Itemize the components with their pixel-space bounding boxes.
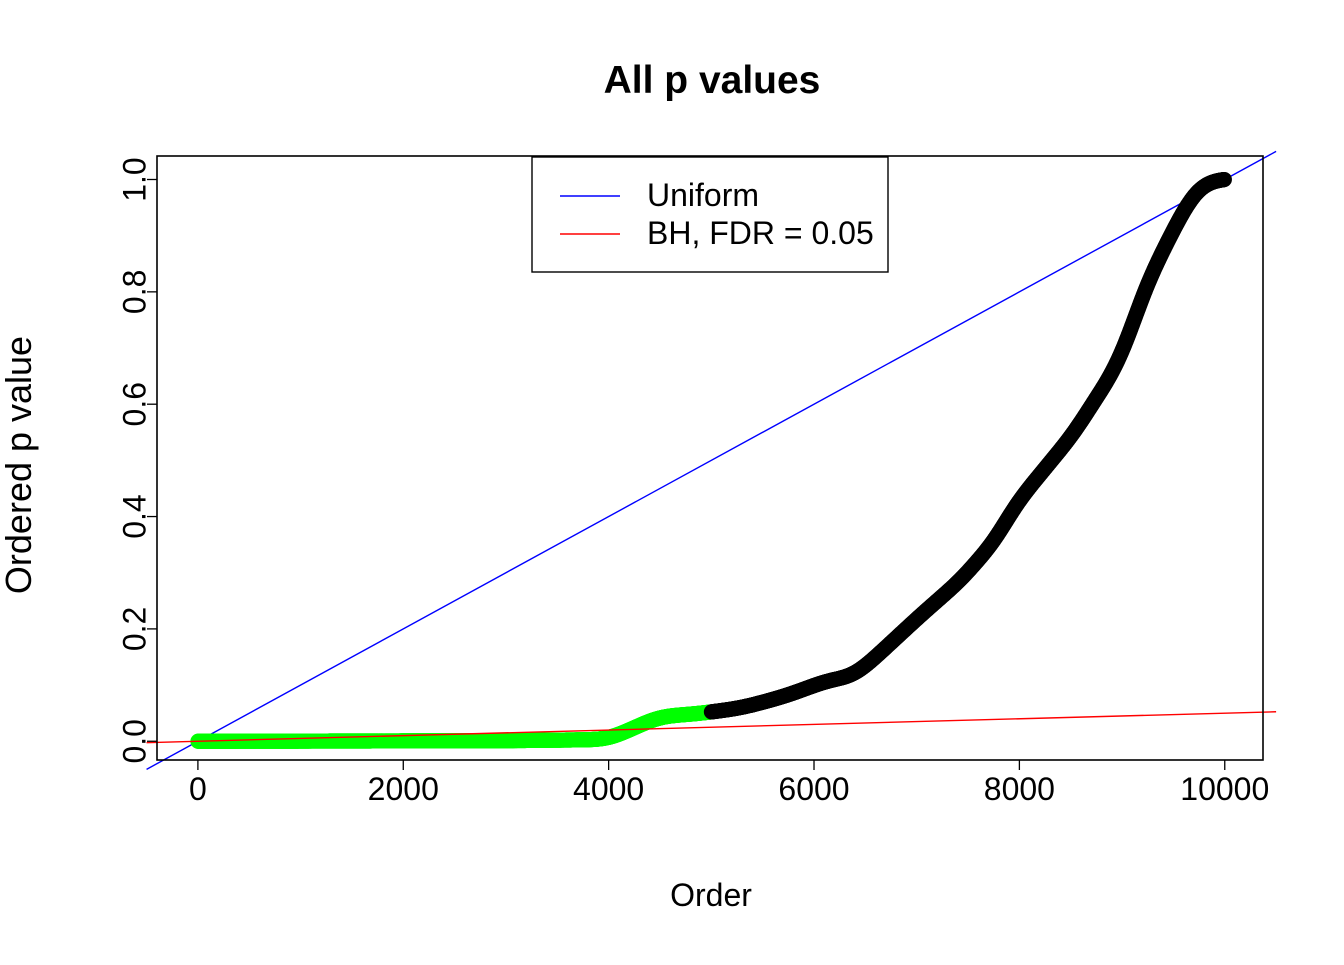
svg-text:0.8: 0.8 <box>116 270 152 314</box>
svg-text:All p values: All p values <box>604 59 821 102</box>
svg-text:0.2: 0.2 <box>116 607 152 651</box>
svg-text:0: 0 <box>189 771 207 807</box>
svg-text:8000: 8000 <box>984 771 1055 807</box>
svg-text:4000: 4000 <box>573 771 644 807</box>
svg-text:10000: 10000 <box>1180 771 1269 807</box>
svg-text:Order: Order <box>670 877 752 913</box>
svg-text:6000: 6000 <box>778 771 849 807</box>
svg-text:Uniform: Uniform <box>647 177 759 213</box>
svg-text:0.6: 0.6 <box>116 382 152 426</box>
svg-text:0.0: 0.0 <box>116 719 152 763</box>
svg-text:1.0: 1.0 <box>116 157 152 201</box>
svg-text:2000: 2000 <box>368 771 439 807</box>
svg-text:0.4: 0.4 <box>116 494 152 538</box>
svg-text:BH, FDR = 0.05: BH, FDR = 0.05 <box>647 215 874 251</box>
svg-text:Ordered p value: Ordered p value <box>0 336 39 594</box>
